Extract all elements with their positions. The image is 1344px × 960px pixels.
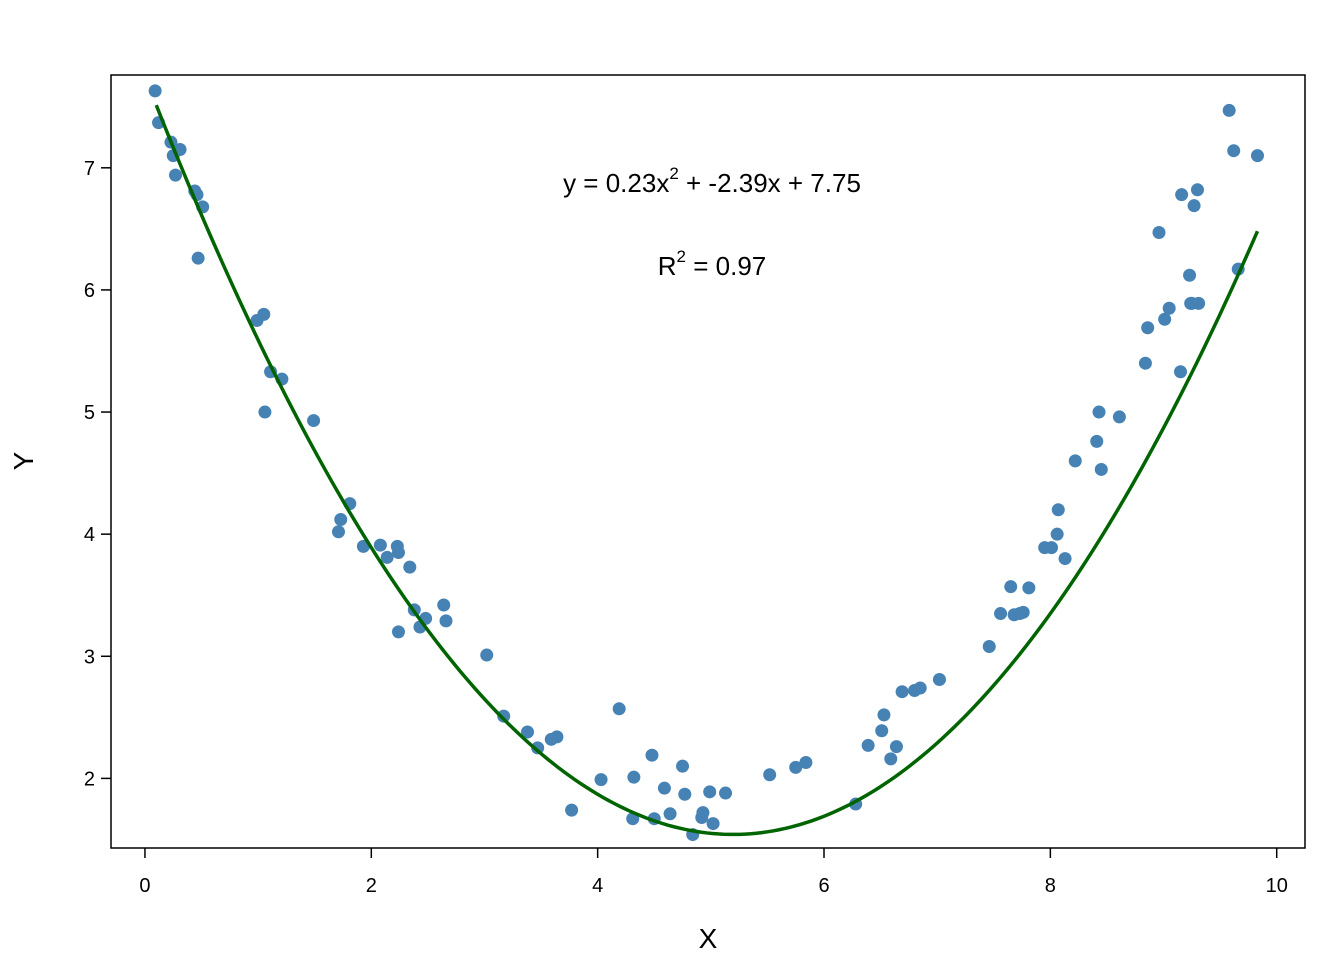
x-tick-label: 10	[1266, 875, 1288, 897]
data-point	[1051, 503, 1065, 517]
data-point	[531, 741, 545, 755]
data-point	[1175, 188, 1189, 202]
y-tick-label: 3	[84, 646, 95, 668]
data-point	[875, 724, 889, 738]
data-point	[169, 168, 183, 182]
y-tick-label: 5	[84, 402, 95, 424]
data-point	[258, 405, 272, 419]
data-point	[627, 770, 641, 784]
data-point	[657, 781, 671, 795]
data-point	[877, 708, 891, 722]
data-point	[696, 806, 710, 820]
data-point	[439, 614, 453, 628]
r2-annotation: R2 = 0.97	[658, 247, 766, 281]
data-point	[1068, 454, 1082, 468]
data-point	[799, 756, 813, 770]
data-point	[497, 709, 511, 723]
y-tick-label: 7	[84, 158, 95, 180]
y-tick-label: 6	[84, 280, 95, 302]
data-point	[1094, 462, 1108, 476]
data-point	[1092, 405, 1106, 419]
data-point	[1016, 605, 1030, 619]
data-point	[1183, 268, 1197, 282]
data-point	[1227, 144, 1241, 158]
data-point	[645, 748, 659, 762]
data-point	[594, 773, 608, 787]
r2-suffix: = 0.97	[686, 251, 766, 281]
data-point	[520, 725, 534, 739]
x-axis: 0 2 4 6 8 10	[139, 848, 1288, 897]
data-point	[403, 560, 417, 574]
x-tick-label: 6	[818, 875, 829, 897]
data-point	[480, 648, 494, 662]
fit-curve	[154, 104, 1260, 837]
data-point	[148, 84, 162, 98]
data-point	[1192, 296, 1206, 310]
equation-annotation: y = 0.23x2 + -2.39x + 7.75	[563, 164, 861, 198]
data-point	[861, 738, 875, 752]
data-point	[334, 513, 348, 527]
r2-exponent: 2	[677, 247, 686, 266]
data-point	[663, 807, 677, 821]
data-point	[1044, 541, 1058, 555]
data-point	[719, 786, 733, 800]
data-point	[994, 607, 1008, 621]
data-point	[1090, 434, 1104, 448]
x-axis-title: X	[699, 923, 718, 954]
data-point	[1022, 581, 1036, 595]
data-point	[380, 550, 394, 564]
data-point	[1187, 199, 1201, 213]
data-point	[1112, 410, 1126, 424]
data-point	[1152, 226, 1166, 240]
y-axis-title: Y	[8, 451, 39, 470]
data-point	[706, 817, 720, 831]
data-point	[565, 803, 579, 817]
data-point	[676, 759, 690, 773]
data-point	[1058, 552, 1072, 566]
plot-frame	[110, 74, 1306, 849]
data-point	[789, 760, 803, 774]
data-point	[1174, 365, 1188, 379]
x-tick-label: 4	[592, 875, 603, 897]
data-point	[391, 625, 405, 639]
x-tick-label: 8	[1045, 875, 1056, 897]
data-point	[678, 787, 692, 801]
equation-suffix: + -2.39x + 7.75	[679, 168, 861, 198]
data-point	[1158, 312, 1172, 326]
data-point	[763, 768, 777, 782]
data-point	[913, 681, 927, 695]
equation-prefix: y = 0.23x	[563, 168, 669, 198]
data-point	[1004, 580, 1018, 594]
data-point	[889, 740, 903, 754]
data-point	[307, 414, 321, 428]
y-axis: 2 3 4 5 6 7	[84, 158, 111, 790]
data-point	[331, 525, 345, 539]
data-point	[703, 785, 717, 799]
data-point	[437, 598, 451, 612]
data-point	[1141, 321, 1155, 335]
data-point	[884, 752, 898, 766]
data-point	[932, 672, 946, 686]
data-point	[550, 730, 564, 744]
data-point	[1190, 183, 1204, 197]
x-tick-label: 2	[366, 875, 377, 897]
data-point	[895, 685, 909, 699]
data-point	[1138, 356, 1152, 370]
data-point	[1162, 301, 1176, 315]
data-point	[1222, 103, 1236, 117]
data-point	[1250, 149, 1264, 163]
data-point	[982, 640, 996, 654]
data-point	[612, 702, 626, 716]
data-point	[257, 307, 271, 321]
data-point	[373, 538, 387, 552]
x-tick-label: 0	[139, 875, 150, 897]
y-tick-label: 4	[84, 524, 95, 546]
equation-exponent: 2	[669, 164, 678, 183]
data-point	[391, 545, 405, 559]
data-point	[191, 251, 205, 265]
data-point	[1050, 527, 1064, 541]
r2-prefix: R	[658, 251, 677, 281]
y-tick-label: 2	[84, 768, 95, 790]
